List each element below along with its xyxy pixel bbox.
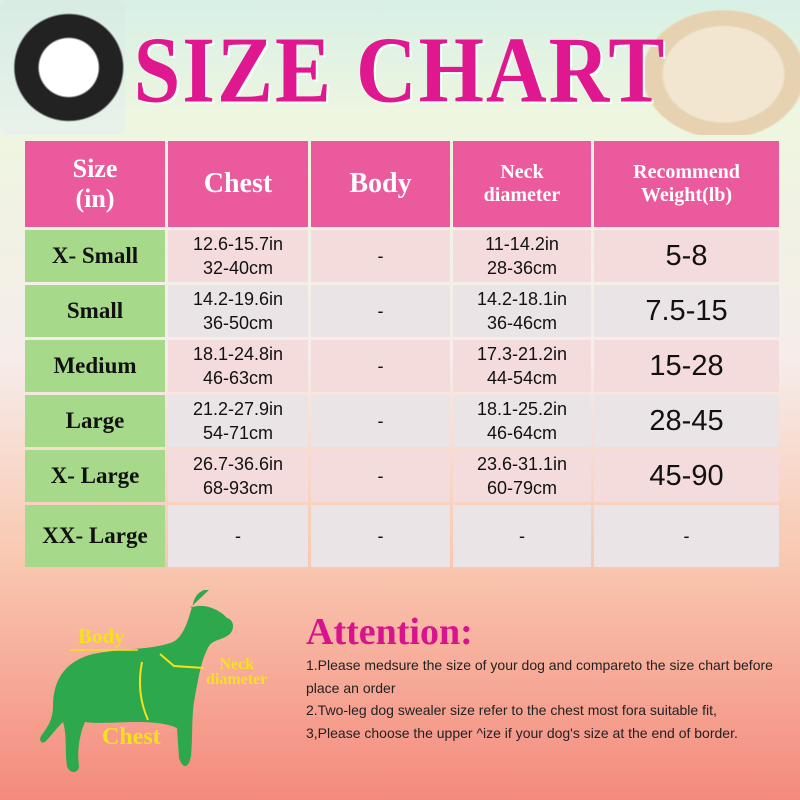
neck-cm: 44-54cm xyxy=(486,368,558,388)
neck-cm: 46-64cm xyxy=(486,423,558,443)
neck-cell: 11-14.2in 28-36cm xyxy=(453,230,591,282)
body-cell: - xyxy=(311,285,450,337)
cat-photo xyxy=(0,0,125,135)
chest-cell: 12.6-15.7in 32-40cm xyxy=(168,230,308,282)
size-cell: XX- Large xyxy=(25,505,165,567)
chest-cell: 18.1-24.8in 46-63cm xyxy=(168,340,308,392)
body-cell: - xyxy=(311,505,450,567)
header-body: Body xyxy=(311,141,450,227)
neck-cell: - xyxy=(453,505,591,567)
note: 2.Two-leg dog swealer size refer to the … xyxy=(306,702,717,718)
chest-cell: - xyxy=(168,505,308,567)
size-cell: Large xyxy=(25,395,165,447)
weight-cell: 45-90 xyxy=(594,450,779,502)
attention-notes: 1.Please medsure the size of your dog an… xyxy=(306,654,796,744)
table-row: Medium 18.1-24.8in 46-63cm - 17.3-21.2in 4… xyxy=(25,340,779,392)
body-cell: - xyxy=(311,340,450,392)
neck-cell: 23.6-31.1in 60-79cm xyxy=(453,450,591,502)
neck-in: 17.3-21.2in xyxy=(476,344,568,364)
chest-in: 26.7-36.6in xyxy=(192,454,284,474)
neck-cell: 14.2-18.1in 36-46cm xyxy=(453,285,591,337)
chest-cell: 21.2-27.9in 54-71cm xyxy=(168,395,308,447)
dog-silhouette xyxy=(40,590,233,772)
size-cell: X- Large xyxy=(25,450,165,502)
neck-line xyxy=(159,653,205,669)
neck-in: 11-14.2in xyxy=(485,234,559,254)
note: 1.Please medsure the size of your dog an… xyxy=(306,657,773,696)
dog-photo xyxy=(630,0,800,135)
weight-cell: - xyxy=(594,505,779,567)
table-row: X- Small 12.6-15.7in 32-40cm - 11-14.2in 2… xyxy=(25,230,779,282)
header-chest: Chest xyxy=(168,141,308,227)
body-cell: - xyxy=(311,395,450,447)
weight-cell: 28-45 xyxy=(594,395,779,447)
header-weight: Recommend Weight(lb) xyxy=(594,141,779,227)
label-neck: Neck diameter xyxy=(206,656,268,688)
neck-cell: 17.3-21.2in 44-54cm xyxy=(453,340,591,392)
chest-in: 12.6-15.7in xyxy=(192,234,284,254)
weight-cell: 15-28 xyxy=(594,340,779,392)
table-row: XX- Large - - - - xyxy=(25,505,779,567)
neck-cell: 18.1-25.2in 46-64cm xyxy=(453,395,591,447)
page-title: SIZE CHART xyxy=(133,18,667,123)
chest-cm: 46-63cm xyxy=(202,368,274,388)
neck-in: 18.1-25.2in xyxy=(476,399,568,419)
neck-cm: 28-36cm xyxy=(486,258,558,278)
label-chest: Chest xyxy=(102,724,161,750)
neck-in: 23.6-31.1in xyxy=(476,454,568,474)
dog-shape xyxy=(40,590,233,772)
weight-cell: 7.5-15 xyxy=(594,285,779,337)
header-size: Size (in) xyxy=(25,141,165,227)
table-row: X- Large 26.7-36.6in 68-93cm - 23.6-31.1i… xyxy=(25,450,779,502)
chest-in: - xyxy=(235,526,241,546)
header-neck: Neck diameter xyxy=(453,141,591,227)
neck-cm: 36-46cm xyxy=(486,313,558,333)
size-cell: X- Small xyxy=(25,230,165,282)
table-row: Large 21.2-27.9in 54-71cm - 18.1-25.2in 46… xyxy=(25,395,779,447)
chest-cm: 68-93cm xyxy=(202,478,274,498)
chest-cm: 36-50cm xyxy=(202,313,274,333)
weight-cell: 5-8 xyxy=(594,230,779,282)
chest-in: 21.2-27.9in xyxy=(192,399,284,419)
chest-cm: 54-71cm xyxy=(202,423,274,443)
chest-line xyxy=(139,661,149,721)
body-cell: - xyxy=(311,230,450,282)
size-cell: Small xyxy=(25,285,165,337)
body-cell: - xyxy=(311,450,450,502)
size-table: Size (in) Chest Body Neck diameter Recom… xyxy=(22,138,782,570)
chest-cell: 26.7-36.6in 68-93cm xyxy=(168,450,308,502)
chest-in: 14.2-19.6in xyxy=(192,289,284,309)
attention-heading: Attention: xyxy=(306,611,473,653)
label-body: Body xyxy=(78,624,125,648)
chest-cm: 32-40cm xyxy=(202,258,274,278)
chest-cell: 14.2-19.6in 36-50cm xyxy=(168,285,308,337)
table-row: Small 14.2-19.6in 36-50cm - 14.2-18.1in 36… xyxy=(25,285,779,337)
neck-in: 14.2-18.1in xyxy=(476,289,568,309)
neck-cm: 60-79cm xyxy=(486,478,558,498)
chest-in: 18.1-24.8in xyxy=(192,344,284,364)
note: 3,Please choose the upper ^ize if your d… xyxy=(306,724,738,741)
size-cell: Medium xyxy=(25,340,165,392)
neck-in: - xyxy=(519,526,525,546)
